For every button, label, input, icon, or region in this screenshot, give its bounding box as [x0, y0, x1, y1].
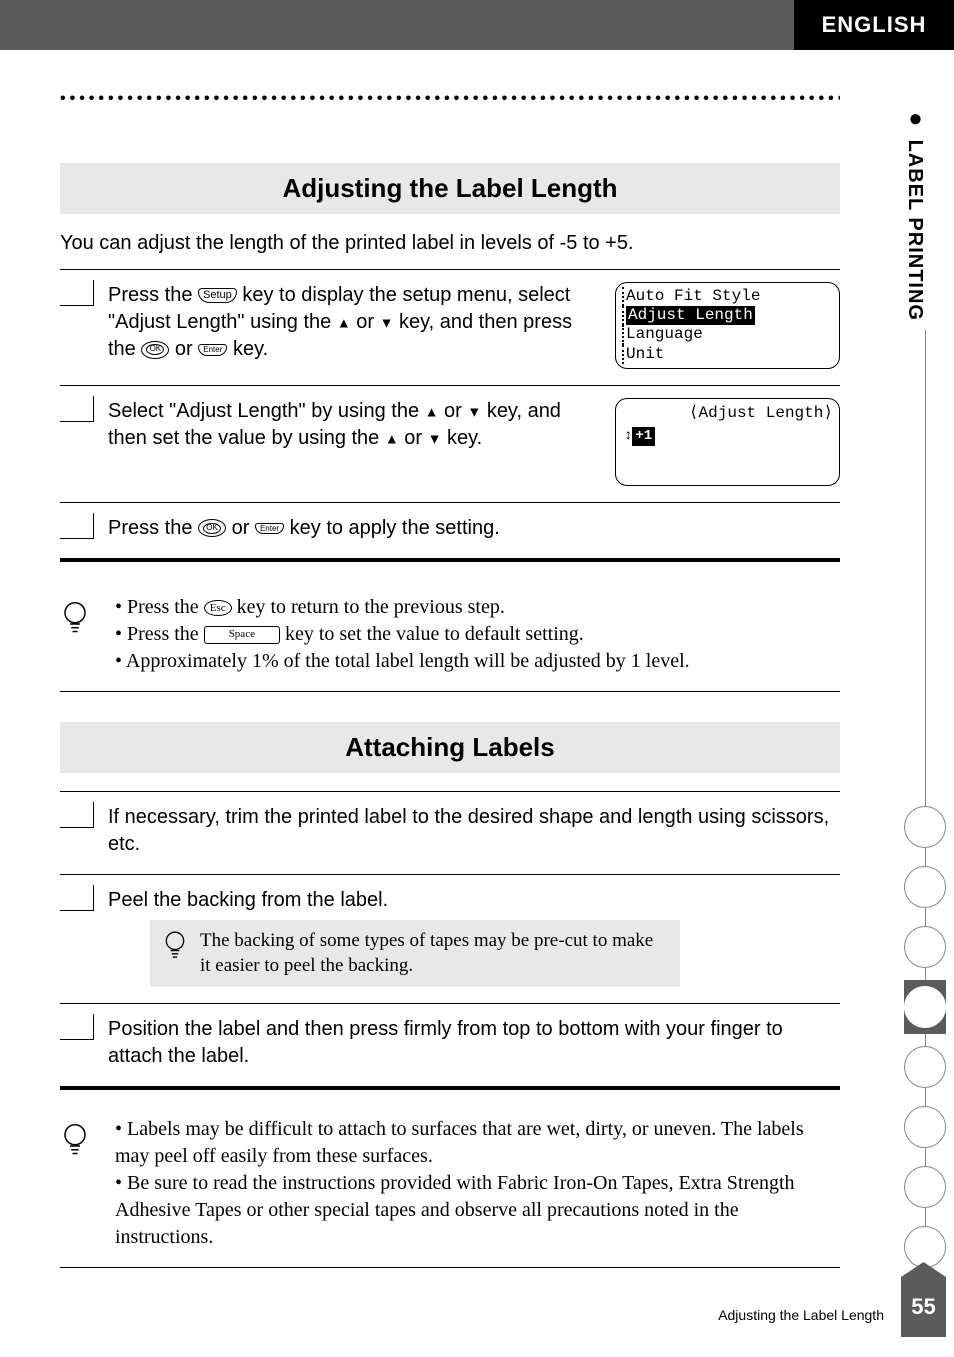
thumb-tab[interactable] [904, 800, 946, 854]
step-marker [60, 513, 94, 539]
lcd-row-selected: Adjust Length [622, 306, 833, 325]
footer-title: Adjusting the Label Length [718, 1307, 884, 1323]
text: Approximately 1% of the total label leng… [126, 650, 690, 672]
thumb-tab[interactable] [904, 1040, 946, 1094]
tip-box-2: • Labels may be difficult to attach to s… [60, 1104, 840, 1268]
language-tab: ENGLISH [794, 0, 954, 50]
text: Labels may be difficult to attach to sur… [115, 1118, 804, 1167]
lcd2-value: ↕+1 [624, 427, 655, 446]
page-content: ••••••••••••••••••••••••••••••••••••••••… [60, 90, 840, 1268]
text: If necessary, trim the printed label to … [108, 806, 829, 855]
ok-key-icon: OK [141, 341, 169, 359]
down-arrow-icon: ▼ [380, 314, 394, 330]
thumb-tab[interactable] [904, 980, 946, 1034]
step-marker [60, 802, 94, 828]
step2-3: Position the label and then press firmly… [60, 1003, 840, 1090]
space-key-icon: Space [204, 626, 280, 643]
down-arrow-icon: ▼ [428, 430, 442, 446]
setup-key-icon: Setup [198, 288, 237, 303]
text: or [404, 427, 427, 449]
text: Position the label and then press firmly… [108, 1018, 783, 1067]
lcd-row: Unit [622, 345, 833, 364]
side-section-text: LABEL PRINTING [904, 140, 926, 321]
section1-intro: You can adjust the length of the printed… [60, 232, 840, 255]
tip-box-1: • Press the Esc key to return to the pre… [60, 582, 840, 692]
step2-1: If necessary, trim the printed label to … [60, 791, 840, 874]
section-title-2: Attaching Labels [60, 722, 840, 773]
dotted-divider: ••••••••••••••••••••••••••••••••••••••••… [60, 90, 840, 108]
text: key. [233, 338, 268, 360]
text: key to return to the previous step. [237, 596, 505, 618]
text: The backing of some types of tapes may b… [200, 928, 668, 979]
lcd2-title: ⟨Adjust Length⟩ [622, 403, 833, 425]
text: key to apply the setting. [290, 517, 500, 539]
text: Press the [127, 596, 204, 618]
bulb-icon [60, 600, 90, 638]
bulb-icon [162, 930, 188, 964]
bulb-icon [60, 1122, 90, 1160]
text: or [444, 400, 467, 422]
down-arrow-icon: ▼ [467, 403, 481, 419]
side-section-label: ● LABEL PRINTING [901, 105, 929, 321]
thumb-tab[interactable] [904, 1100, 946, 1154]
ok-key-icon: OK [198, 519, 226, 537]
text: or [175, 338, 198, 360]
text: key. [447, 427, 482, 449]
page-number: 55 [901, 1277, 946, 1337]
inline-tip: The backing of some types of tapes may b… [150, 920, 680, 987]
text: key to set the value to default setting. [285, 623, 584, 645]
lcd-row: Auto Fit Style [622, 287, 833, 306]
step-marker [60, 1014, 94, 1040]
lcd-row: Language [622, 325, 833, 344]
step-marker [60, 280, 94, 306]
up-arrow-icon: ▲ [385, 430, 399, 446]
text: Be sure to read the instructions provide… [115, 1172, 795, 1248]
thumb-tab[interactable] [904, 920, 946, 974]
text: Press the [127, 623, 204, 645]
step-marker [60, 885, 94, 911]
text: Press the [108, 517, 198, 539]
step-2: ⟨Adjust Length⟩ ↕+1 Select "Adjust Lengt… [60, 385, 840, 502]
up-arrow-icon: ▲ [337, 314, 351, 330]
lcd-screen-2: ⟨Adjust Length⟩ ↕+1 [615, 398, 840, 486]
text: or [356, 311, 379, 333]
enter-key-icon: Enter [198, 344, 227, 356]
step2-2: Peel the backing from the label. The bac… [60, 874, 840, 1003]
text: Select "Adjust Length" by using the [108, 400, 425, 422]
text: or [232, 517, 255, 539]
thumb-tab[interactable] [904, 1160, 946, 1214]
thumb-tab[interactable] [904, 860, 946, 914]
up-arrow-icon: ▲ [425, 403, 439, 419]
step-marker [60, 396, 94, 422]
text: Press the [108, 284, 198, 306]
esc-key-icon: Esc [204, 600, 232, 616]
section-title-1: Adjusting the Label Length [60, 163, 840, 214]
enter-key-icon: Enter [255, 523, 284, 535]
side-thumb-tabs [904, 800, 946, 1334]
lcd-screen-1: Auto Fit Style Adjust Length Language Un… [615, 282, 840, 369]
step-3: Press the OK or Enter key to apply the s… [60, 502, 840, 562]
text: Peel the backing from the label. [108, 889, 388, 911]
step-1: Auto Fit Style Adjust Length Language Un… [60, 269, 840, 385]
top-bar: ENGLISH [0, 0, 954, 50]
